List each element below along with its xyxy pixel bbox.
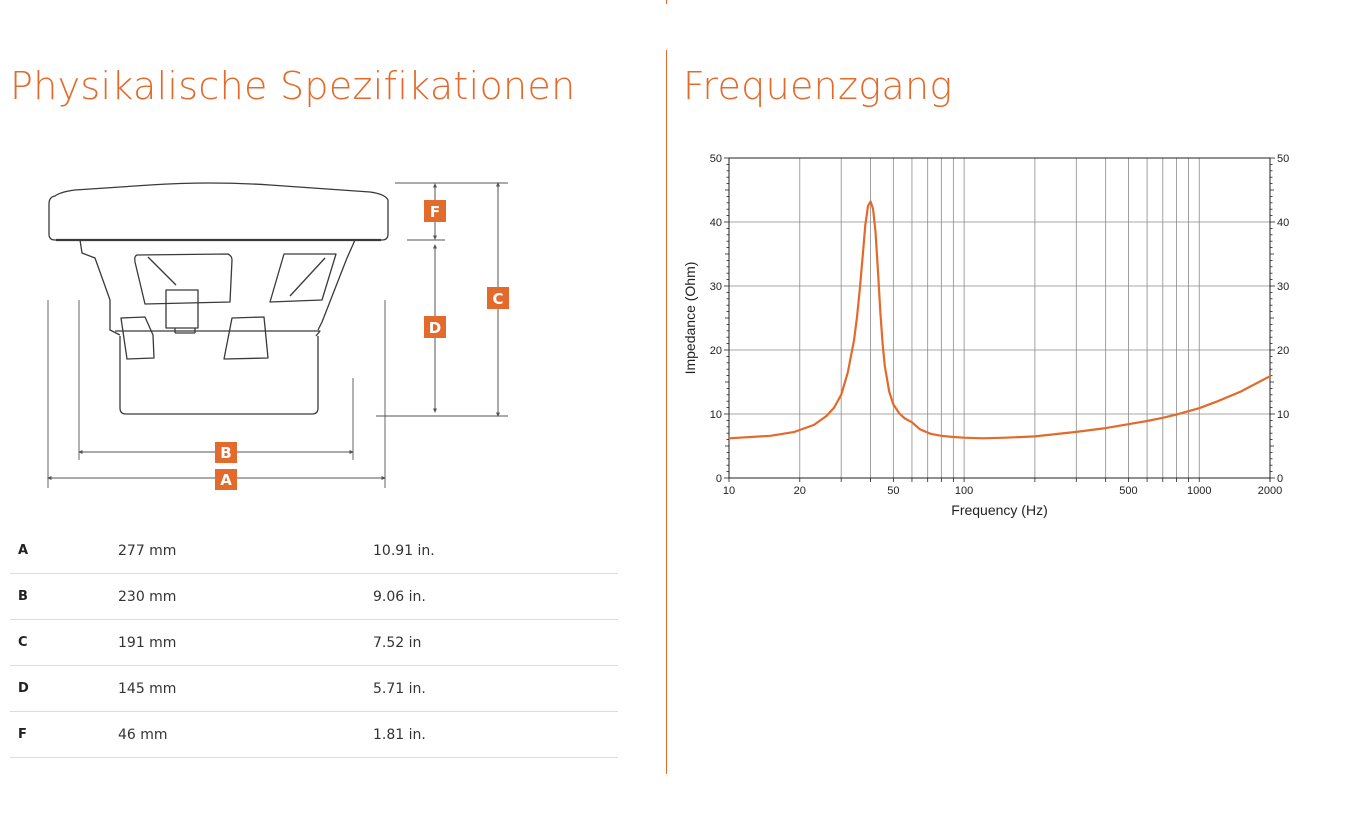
x-tick-label: 100 bbox=[955, 485, 973, 497]
spec-label: C bbox=[10, 619, 118, 666]
spec-mm: 277 mm bbox=[118, 528, 373, 574]
y-tick-label-right: 10 bbox=[1277, 409, 1289, 421]
x-axis-label: Frequency (Hz) bbox=[951, 502, 1047, 518]
section-title-frequency-response: Frequenzgang bbox=[683, 64, 953, 108]
x-tick-label: 10 bbox=[723, 485, 735, 497]
spec-label: D bbox=[10, 665, 118, 712]
table-row: D 145 mm 5.71 in. bbox=[10, 665, 618, 712]
y-tick-label-left: 20 bbox=[710, 345, 722, 357]
y-tick-label-right: 40 bbox=[1277, 217, 1289, 229]
spec-inch: 1.81 in. bbox=[373, 711, 618, 758]
badge-b-label: B bbox=[220, 444, 231, 462]
spec-table: A 277 mm 10.91 in. B 230 mm 9.06 in. C 1… bbox=[10, 528, 618, 758]
divider-top bbox=[666, 0, 667, 4]
y-tick-label-right: 30 bbox=[1277, 281, 1289, 293]
y-axis-label: Impedance (Ohm) bbox=[682, 262, 698, 375]
spec-inch: 9.06 in. bbox=[373, 573, 618, 620]
chart-series bbox=[727, 200, 1272, 440]
badge-f: F bbox=[424, 200, 446, 222]
table-row: C 191 mm 7.52 in bbox=[10, 619, 618, 666]
spec-label: F bbox=[10, 711, 118, 758]
x-tick-label: 1000 bbox=[1187, 485, 1211, 497]
chart-axes bbox=[724, 157, 1275, 482]
dimension-diagram: A B C D F bbox=[47, 182, 509, 490]
y-tick-label-left: 10 bbox=[710, 409, 722, 421]
spec-label: A bbox=[10, 528, 118, 574]
spec-mm: 191 mm bbox=[118, 619, 373, 666]
y-tick-label-right: 0 bbox=[1277, 473, 1283, 485]
y-tick-label-left: 50 bbox=[710, 153, 722, 165]
section-title-physical-specs: Physikalische Spezifikationen bbox=[10, 64, 576, 108]
table-row: A 277 mm 10.91 in. bbox=[10, 528, 618, 574]
spec-inch: 7.52 in bbox=[373, 619, 618, 666]
table-row: F 46 mm 1.81 in. bbox=[10, 711, 618, 758]
x-tick-label: 20 bbox=[794, 485, 806, 497]
badge-d: D bbox=[424, 316, 446, 338]
spec-label: B bbox=[10, 573, 118, 620]
series-line-impedance bbox=[727, 200, 1272, 440]
chart-grid bbox=[729, 158, 1270, 478]
badge-b: B bbox=[215, 442, 237, 463]
y-tick-label-left: 40 bbox=[710, 217, 722, 229]
x-tick-label: 500 bbox=[1119, 485, 1137, 497]
spec-mm: 46 mm bbox=[118, 711, 373, 758]
spec-mm: 230 mm bbox=[118, 573, 373, 620]
badge-c-label: C bbox=[492, 290, 503, 308]
spec-mm: 145 mm bbox=[118, 665, 373, 712]
x-tick-label: 50 bbox=[887, 485, 899, 497]
badge-f-label: F bbox=[430, 203, 440, 221]
badge-a-label: A bbox=[220, 471, 232, 489]
badge-a: A bbox=[215, 469, 237, 490]
badge-c: C bbox=[487, 287, 509, 309]
badge-d-label: D bbox=[429, 319, 441, 337]
spec-inch: 5.71 in. bbox=[373, 665, 618, 712]
column-divider bbox=[666, 50, 667, 774]
y-tick-label-right: 20 bbox=[1277, 345, 1289, 357]
spec-inch: 10.91 in. bbox=[373, 528, 618, 574]
y-tick-label-left: 30 bbox=[710, 281, 722, 293]
y-tick-label-right: 50 bbox=[1277, 153, 1289, 165]
speaker-drawing bbox=[48, 182, 389, 415]
x-tick-label: 2000 bbox=[1258, 485, 1282, 497]
y-tick-label-left: 0 bbox=[716, 473, 722, 485]
table-row: B 230 mm 9.06 in. bbox=[10, 573, 618, 620]
